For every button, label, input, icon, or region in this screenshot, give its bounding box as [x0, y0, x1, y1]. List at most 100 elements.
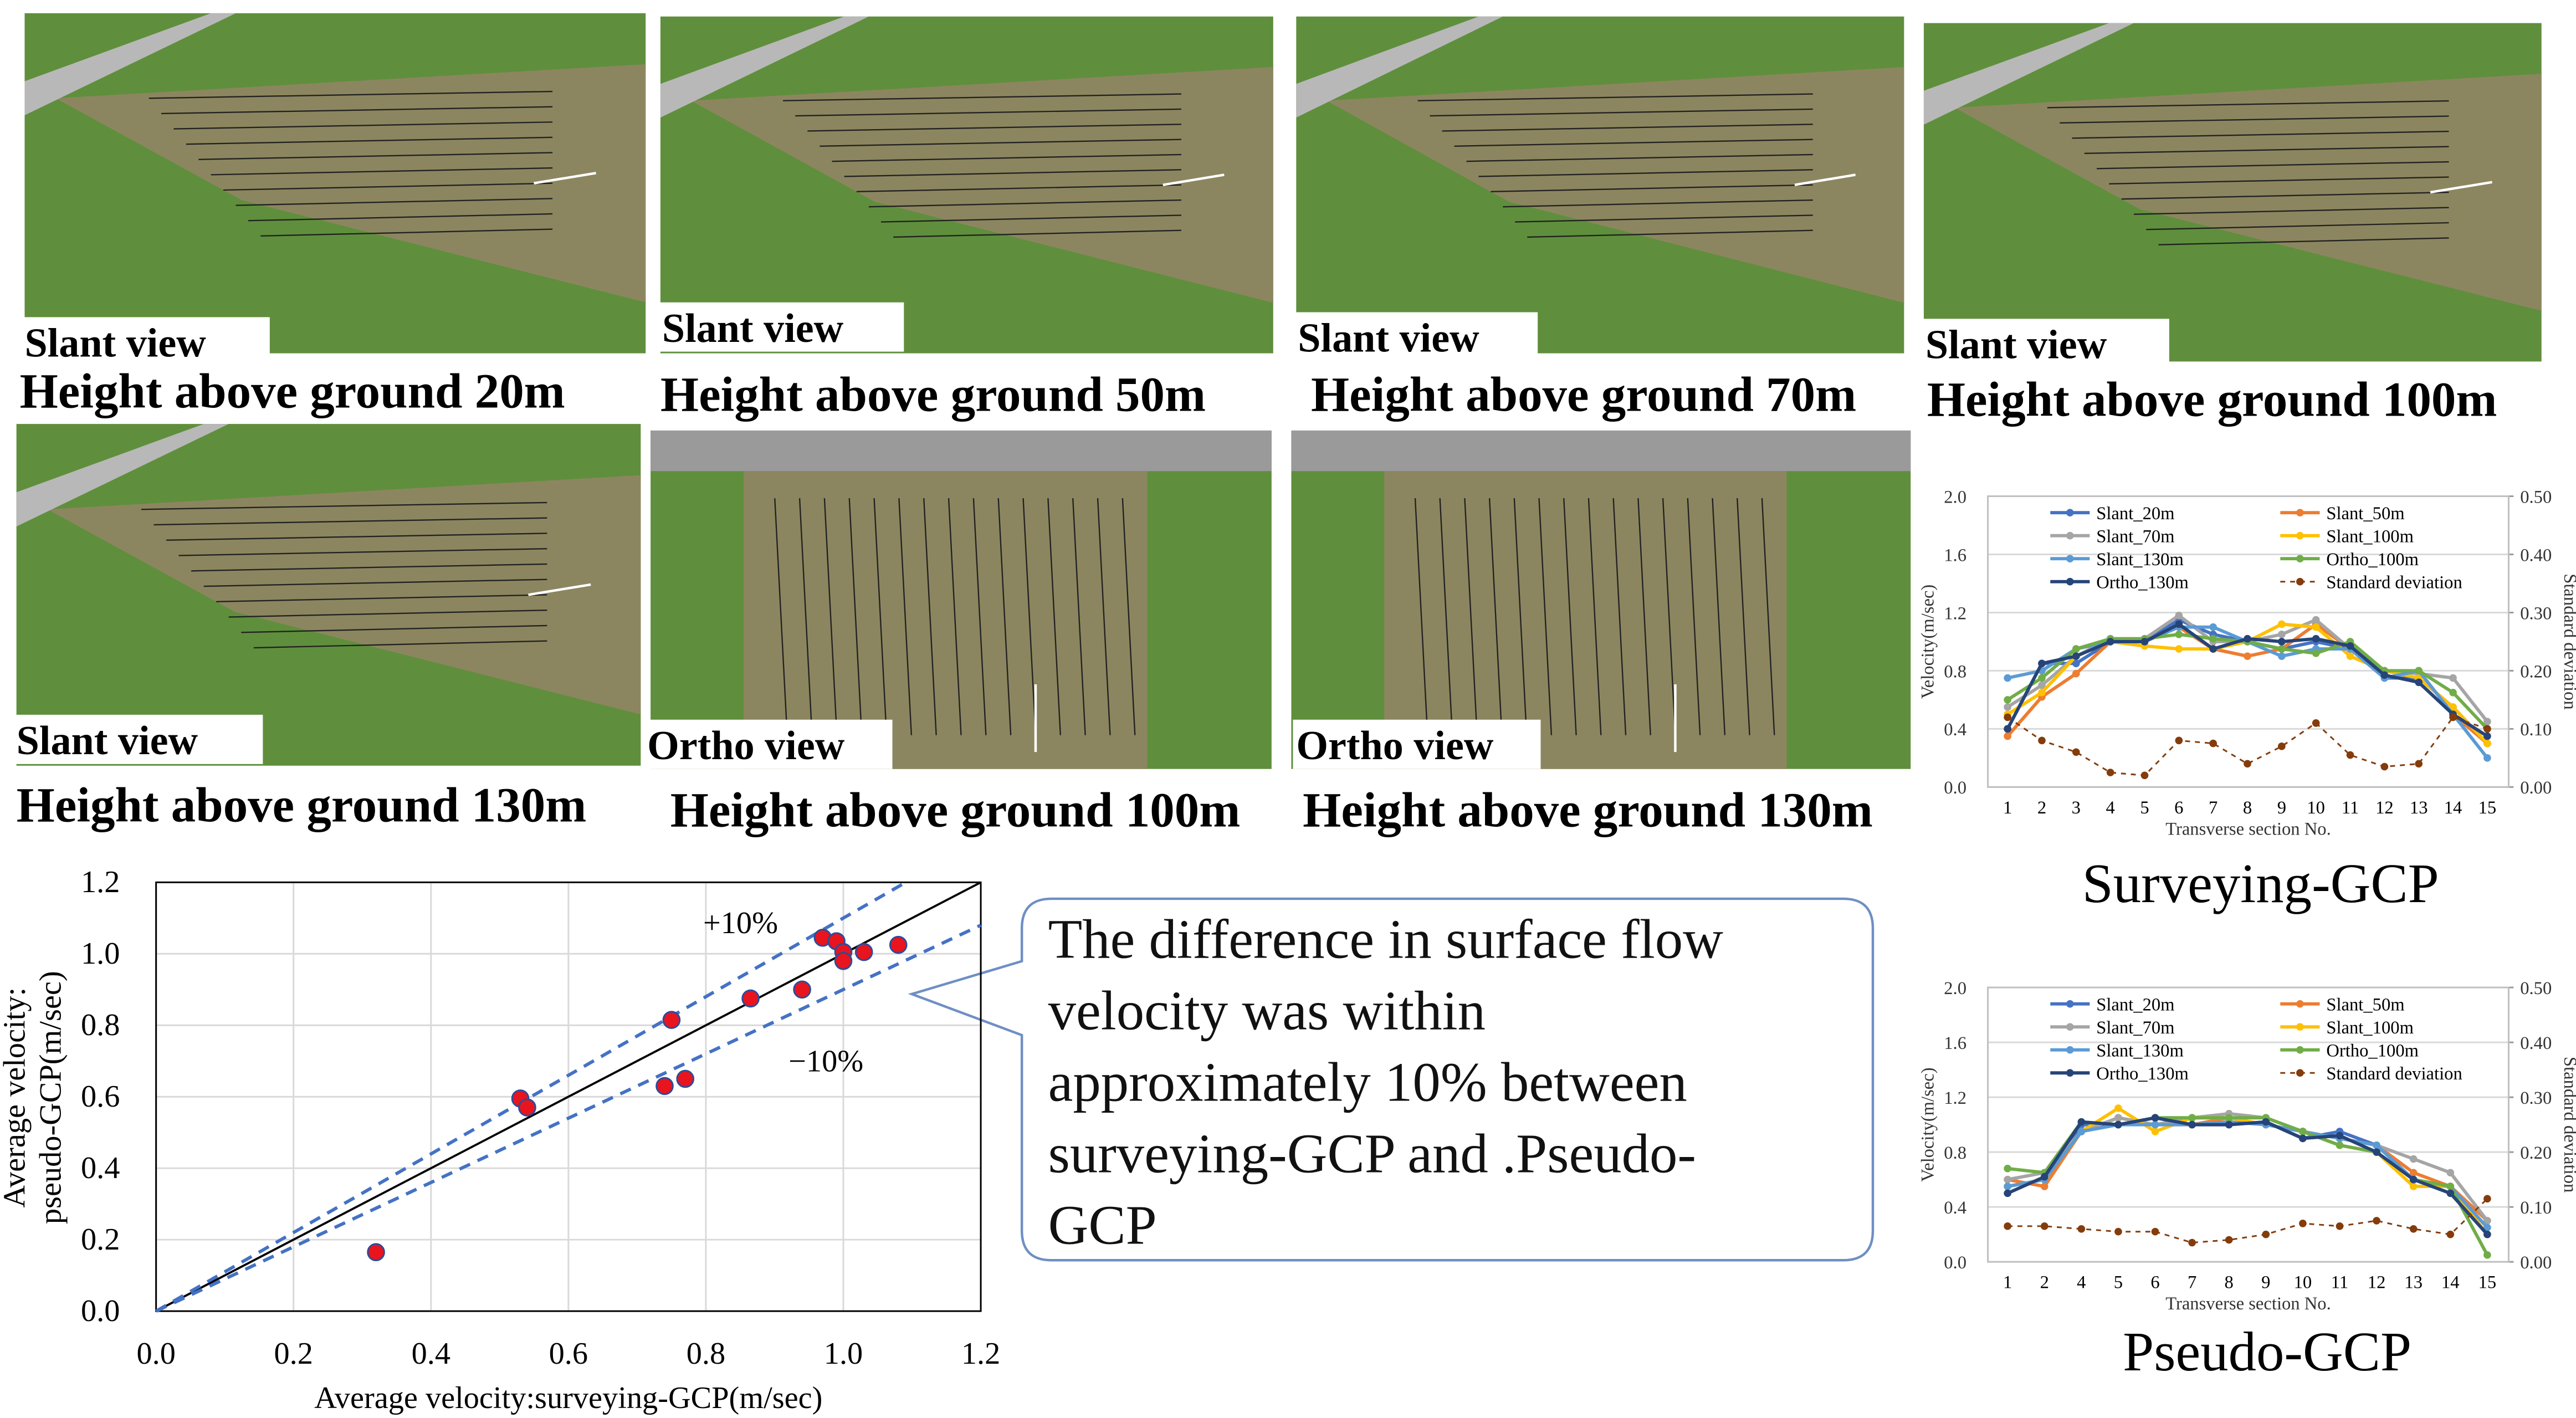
y-tick-label: 0.4: [1944, 720, 1966, 740]
series-marker: [2415, 679, 2423, 687]
series-marker: [2041, 1182, 2048, 1190]
series-marker: [2004, 1182, 2011, 1190]
height-label: Height above ground 100m: [670, 783, 1241, 837]
y-tick-label: 1.6: [1944, 1033, 1966, 1053]
legend-label: Slant_130m: [2096, 1041, 2184, 1061]
x-tick-label: 1: [2003, 1273, 2012, 1293]
series-marker: [2336, 1222, 2344, 1230]
series-marker: [2262, 1118, 2270, 1126]
x-tick-label: 1: [2003, 798, 2012, 818]
view-label: Slant view: [1925, 322, 2107, 367]
series-marker: [2152, 1128, 2159, 1135]
series-marker: [2209, 645, 2217, 653]
series-marker: [2446, 1190, 2454, 1197]
y2-tick-label: 0.00: [2520, 778, 2552, 798]
legend-marker: [2296, 578, 2304, 586]
y-tick-label: 2.0: [1944, 979, 1966, 999]
legend-marker: [2296, 555, 2304, 562]
callout-text: The difference in surface flow: [1048, 908, 1723, 970]
series-marker: [2004, 1176, 2011, 1184]
x-tick-label: 13: [2404, 1273, 2423, 1293]
series-line: [2007, 1199, 2487, 1242]
series-marker: [2415, 667, 2423, 675]
legend-marker: [2066, 532, 2074, 540]
photo: Slant view Height above ground 100m: [1922, 23, 2542, 427]
height-label: Height above ground 100m: [1927, 372, 2497, 427]
x-tick-label: 0.4: [412, 1337, 450, 1371]
series-marker: [2175, 631, 2183, 638]
y2-tick-label: 0.20: [2520, 1143, 2552, 1163]
series-marker: [2188, 1121, 2196, 1129]
series-marker: [2072, 670, 2080, 678]
y-tick-label: 0.8: [1944, 662, 1966, 682]
y2-tick-label: 0.30: [2520, 603, 2552, 623]
legend-label: Slant_100m: [2326, 1018, 2414, 1038]
series-marker: [2312, 623, 2320, 631]
series-marker: [2175, 612, 2183, 620]
series-marker: [2114, 1121, 2122, 1129]
series-marker: [2483, 754, 2491, 762]
y-tick-label: 0.4: [81, 1151, 120, 1185]
x-tick-label: 4: [2077, 1273, 2086, 1293]
callout-text: velocity was within: [1048, 980, 1486, 1042]
legend-label: Standard deviation: [2326, 1064, 2462, 1084]
point: [835, 953, 852, 969]
legend-marker: [2296, 1069, 2304, 1077]
series-marker: [2188, 1114, 2196, 1122]
series-marker: [2312, 616, 2320, 624]
series-marker: [2078, 1225, 2086, 1233]
series-marker: [2410, 1225, 2418, 1233]
series-marker: [2004, 725, 2011, 733]
series-marker: [2483, 1231, 2491, 1238]
view-label: Ortho view: [647, 723, 845, 769]
height-label: Height above ground 70m: [1311, 367, 1856, 422]
legend-marker: [2066, 1069, 2074, 1077]
series-marker: [2141, 772, 2149, 780]
series-marker: [2152, 1114, 2159, 1122]
series-marker: [2114, 1114, 2122, 1122]
legend-label: Standard deviation: [2326, 573, 2462, 593]
series-marker: [2483, 740, 2491, 748]
series-marker: [2225, 1114, 2233, 1122]
x-tick-label: 1.0: [824, 1337, 863, 1371]
photo: Slant viewHeight above ground 20m: [20, 13, 646, 419]
series-marker: [2152, 1121, 2159, 1129]
y-axis-label: Average velocity:: [0, 987, 32, 1208]
series-marker: [2175, 621, 2183, 628]
series-marker: [2347, 642, 2354, 650]
series-marker: [2312, 649, 2320, 657]
series-marker: [2483, 733, 2491, 740]
point: [368, 1244, 385, 1261]
series-marker: [2004, 1190, 2011, 1197]
series-marker: [2373, 1148, 2380, 1156]
x-tick-label: 15: [2478, 1273, 2497, 1293]
legend-label: Slant_50m: [2326, 995, 2404, 1015]
annotation: +10%: [703, 906, 778, 940]
series-marker: [2347, 751, 2354, 759]
legend-label: Slant_20m: [2096, 504, 2174, 524]
series-marker: [2244, 760, 2251, 768]
y2-tick-label: 0.20: [2520, 662, 2552, 682]
series-marker: [2114, 1228, 2122, 1236]
x-tick-label: 4: [2106, 798, 2114, 818]
y-tick-label: 1.2: [1944, 1088, 1966, 1108]
x-tick-label: 9: [2277, 798, 2286, 818]
series-marker: [2078, 1128, 2086, 1135]
photo: Ortho view Height above ground 100m: [644, 431, 1272, 838]
legend-marker: [2296, 532, 2304, 540]
height-label: Height above ground 130m: [17, 779, 587, 833]
series-marker: [2410, 1182, 2418, 1190]
y2-tick-label: 0.10: [2520, 1198, 2552, 1218]
y-tick-label: 2.0: [1944, 487, 1966, 507]
legend-marker: [2066, 555, 2074, 562]
legend-label: Slant_70m: [2096, 1018, 2174, 1038]
photo: Slant viewHeight above ground 130m: [13, 424, 641, 833]
legend-marker: [2066, 1000, 2074, 1008]
series-marker: [2078, 1118, 2086, 1126]
y-tick-label: 0.2: [81, 1222, 120, 1257]
x-tick-label: 14: [2444, 798, 2462, 818]
series-marker: [2188, 1239, 2196, 1247]
series-marker: [2004, 703, 2011, 711]
